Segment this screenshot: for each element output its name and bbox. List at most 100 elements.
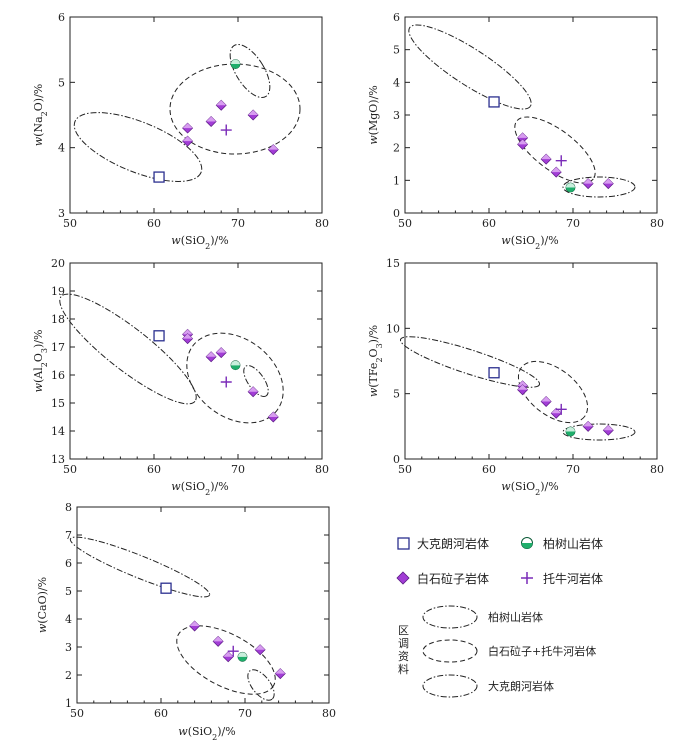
legend-field-dkl: 大克朗河岩体: [422, 674, 554, 698]
field-ellipse-白石砬子+托牛河岩体: [176, 625, 276, 695]
x-tick-label: 50: [63, 217, 77, 230]
plot-frame: [69, 16, 323, 214]
chart-al2o3: 50 60 70 80 13 14 15 16 17 18 19 20 w(SiO2)/% w(Al2O3…: [32, 257, 329, 497]
point-tnh: [220, 124, 232, 136]
point-bsl-highlight: [248, 386, 259, 392]
plot-frame: [76, 506, 330, 704]
point-bsl-highlight: [206, 116, 217, 122]
chart-tfe2o3: 50 60 70 80 0 5 10 15 w(SiO2)/% w(TFe2O3)/%: [367, 257, 664, 497]
region-label-char-4: 料: [398, 662, 409, 676]
x-tick-label: 80: [322, 707, 336, 720]
square-marker-icon: [397, 537, 410, 550]
y-tick-label: 2: [65, 669, 72, 682]
x-tick-label: 70: [238, 707, 252, 720]
point-bsl-highlight: [541, 396, 552, 402]
field-ellipse-大克朗河岩体: [69, 536, 211, 598]
field-ellipse-柏树山岩体: [562, 176, 636, 198]
field-ellipse-柏树山岩体: [247, 669, 275, 701]
legend-label-tnh: 托牛河岩体: [543, 571, 603, 586]
x-tick-label: 50: [70, 707, 84, 720]
point-bsl-highlight: [517, 380, 528, 386]
point-bsl-highlight: [551, 408, 562, 414]
y-tick-label: 14: [51, 425, 65, 438]
point-bsl-highlight: [213, 636, 224, 642]
x-tick-label: 60: [482, 463, 496, 476]
x-tick-label: 70: [566, 217, 580, 230]
chart-mgo: 50 60 70 80 0 1 2 3 4 5 6 w(SiO2)/% w(MgO)/%: [367, 11, 664, 251]
x-tick-label: 60: [482, 217, 496, 230]
legend-field-label-dkl: 大克朗河岩体: [488, 679, 554, 693]
legend-field-label-bss: 柏树山岩体: [488, 610, 543, 624]
y-axis-label: w(Al2O3)/%: [32, 330, 49, 393]
point-bss-fill: [565, 431, 575, 437]
y-tick-label: 20: [51, 257, 65, 270]
y-tick-label: 1: [393, 174, 400, 187]
y-axis-label: w(TFe2O3)/%: [367, 325, 384, 397]
point-tnh: [555, 155, 567, 167]
region-data-label: 区 调 资 料: [398, 624, 409, 676]
field-ellipse-白石砬子+托牛河岩体: [517, 360, 589, 424]
x-tick-label: 70: [231, 463, 245, 476]
region-label-char-2: 调: [398, 637, 409, 650]
y-tick-label: 16: [51, 369, 65, 382]
y-tick-label: 5: [393, 388, 400, 401]
x-tick-label: 70: [231, 217, 245, 230]
x-tick-label: 70: [566, 463, 580, 476]
x-tick-label: 60: [147, 463, 161, 476]
point-bsl-highlight: [216, 347, 227, 353]
point-bsl-highlight: [603, 178, 614, 184]
point-bsl-highlight: [182, 123, 193, 129]
field-ellipse-大克朗河岩体: [73, 112, 203, 182]
point-bsl-highlight: [248, 110, 259, 115]
x-axis-label: w(SiO2)/%: [171, 234, 228, 251]
legend-label-dkl: 大克朗河岩体: [417, 536, 489, 551]
y-tick-label: 2: [393, 142, 400, 155]
legend-item-tnh: 托牛河岩体: [521, 571, 603, 586]
x-tick-label: 50: [398, 463, 412, 476]
point-tnh: [555, 403, 567, 415]
point-bsl-highlight: [275, 668, 286, 674]
y-tick-label: 5: [58, 76, 65, 89]
y-tick-label: 5: [65, 585, 72, 598]
point-dkl: [153, 171, 165, 183]
x-tick-label: 50: [63, 463, 77, 476]
y-axis-label: w(CaO)/%: [36, 577, 49, 633]
y-tick-label: 0: [393, 453, 400, 466]
point-bss-fill: [565, 187, 575, 193]
plot-frame: [404, 262, 658, 460]
field-ellipse-柏树山岩体: [243, 365, 269, 397]
x-tick-label: 80: [650, 463, 664, 476]
dashed-ellipse-icon: [422, 639, 478, 663]
field-ellipse-大克朗河岩体: [59, 293, 197, 405]
point-bsl-highlight: [182, 333, 193, 339]
point-bsl-highlight: [182, 136, 193, 142]
y-tick-label: 7: [65, 529, 72, 542]
y-tick-label: 6: [65, 557, 72, 570]
x-tick-label: 80: [315, 217, 329, 230]
dashdot-ellipse-icon: [422, 674, 478, 698]
field-ellipse-大克朗河岩体: [399, 336, 541, 388]
point-bsl-highlight: [583, 421, 594, 427]
y-tick-label: 17: [51, 341, 65, 354]
y-tick-label: 8: [65, 501, 72, 514]
field-ellipse-白石砬子+托牛河岩体: [186, 332, 284, 424]
chart-na2o: 50 60 70 80 3 4 5 6 w(SiO2)/% w(Na2O)/%: [32, 11, 329, 251]
region-label-char-1: 区: [398, 624, 409, 637]
point-bsl-highlight: [182, 329, 193, 335]
point-bsl-highlight: [517, 384, 528, 390]
point-dkl: [153, 330, 165, 342]
x-axis-label: w(SiO2)/%: [501, 234, 558, 251]
point-tnh: [227, 645, 239, 657]
region-label-char-3: 资: [398, 650, 409, 663]
point-bss-top: [230, 360, 240, 366]
x-tick-label: 60: [147, 217, 161, 230]
y-tick-label: 10: [386, 322, 400, 335]
point-bsl-highlight: [541, 154, 552, 160]
dashdot-ellipse-icon: [422, 605, 478, 629]
y-axis-label: w(Na2O)/%: [32, 84, 49, 147]
point-bss-fill: [230, 64, 240, 69]
x-axis-label: w(SiO2)/%: [178, 725, 235, 742]
point-bsl-highlight: [206, 351, 217, 357]
plot-frame: [69, 262, 323, 460]
x-axis-label: w(SiO2)/%: [501, 480, 558, 497]
